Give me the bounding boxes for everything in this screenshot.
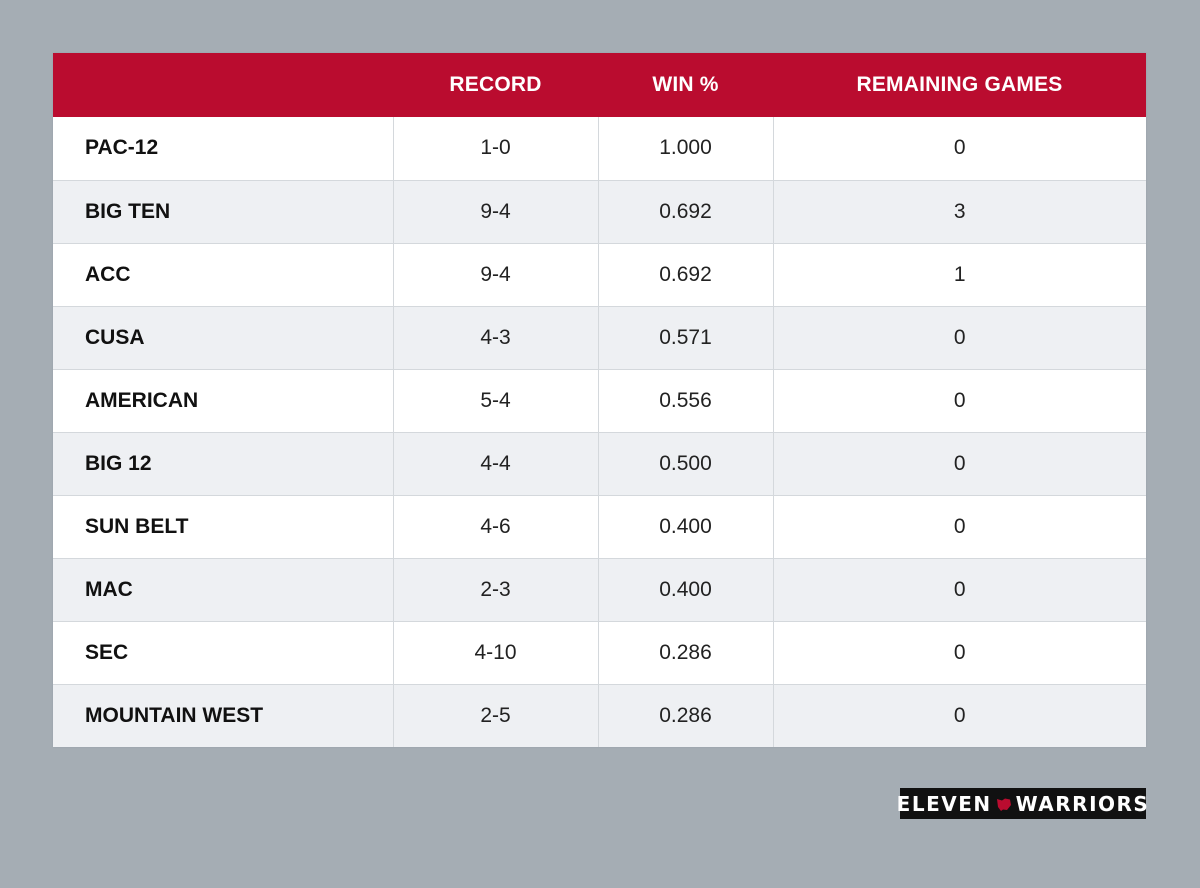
cell-conference: SUN BELT [53, 494, 393, 558]
cell-record: 9-4 [392, 242, 598, 306]
cell-remaining-games: 0 [772, 494, 1146, 558]
cell-conference: ACC [53, 242, 393, 306]
cell-win-pct: 0.692 [597, 179, 773, 243]
cell-conference: PAC-12 [85, 136, 159, 160]
cell-conference: MOUNTAIN WEST [53, 683, 393, 747]
cell-win-pct: 0.286 [597, 683, 773, 747]
table-row: SUN BELT 4-6 0.400 0 [53, 494, 1146, 558]
cell-record: 9-4 [392, 179, 598, 243]
cell-record: 4-3 [392, 305, 598, 369]
eleven-warriors-logo: ELEVEN WARRIORS [896, 788, 1148, 819]
cell-record: 4-10 [392, 620, 598, 684]
table-row: CUSA 4-3 0.571 0 [53, 305, 1146, 369]
cell-record: 2-5 [392, 683, 598, 747]
table-row: BIG TEN 9-4 0.692 3 [53, 179, 1146, 243]
cell-conference: SEC [53, 620, 393, 684]
header-record: RECORD [449, 73, 542, 96]
conference-standings-table: RECORD WIN % REMAINING GAMES PAC-12 1-0 1.… [53, 53, 1146, 747]
cell-conference: MAC [53, 557, 393, 621]
cell-remaining-games: 0 [772, 557, 1146, 621]
header-win-pct: WIN % [652, 73, 719, 96]
table-header: RECORD WIN % REMAINING GAMES [53, 53, 1146, 117]
cell-record: 4-6 [392, 494, 598, 558]
cell-win-pct: 0.400 [597, 494, 773, 558]
logo-text-left: ELEVEN [896, 791, 992, 816]
header-conference [53, 53, 393, 117]
cell-record: 1-0 [392, 117, 598, 180]
cell-conference: AMERICAN [53, 368, 393, 432]
cell-remaining-games: 0 [772, 683, 1146, 747]
ohio-state-outline-icon [996, 796, 1012, 812]
standings-table-wrapper: RECORD WIN % REMAINING GAMES PAC-12 1-0 1.… [53, 53, 1146, 747]
table-row: MOUNTAIN WEST 2-5 0.286 0 [53, 683, 1146, 747]
logo-text-right: WARRIORS [1015, 791, 1150, 816]
cell-remaining-games: 1 [772, 242, 1146, 306]
cell-record: 5-4 [392, 368, 598, 432]
cell-record: 4-4 [392, 431, 598, 495]
header-row: RECORD WIN % REMAINING GAMES [53, 53, 1146, 117]
cell-remaining-games: 0 [772, 368, 1146, 432]
table-row: PAC-12 1-0 1.000 0 [53, 117, 1146, 180]
table-row: MAC 2-3 0.400 0 [53, 557, 1146, 621]
cell-conference: BIG 12 [53, 431, 393, 495]
cell-remaining-games: 0 [772, 117, 1146, 180]
cell-win-pct: 0.556 [597, 368, 773, 432]
cell-conference: CUSA [53, 305, 393, 369]
cell-win-pct: 0.400 [597, 557, 773, 621]
cell-win-pct: 0.500 [597, 431, 773, 495]
header-remaining-games: REMAINING GAMES [856, 73, 1063, 96]
cell-remaining-games: 0 [772, 431, 1146, 495]
cell-remaining-games: 3 [772, 179, 1146, 243]
cell-conference: BIG TEN [53, 179, 393, 243]
cell-win-pct: 0.571 [597, 305, 773, 369]
cell-remaining-games: 0 [772, 305, 1146, 369]
table-row: BIG 12 4-4 0.500 0 [53, 431, 1146, 495]
cell-win-pct: 1.000 [597, 117, 773, 180]
cell-remaining-games: 0 [772, 620, 1146, 684]
cell-record: 2-3 [392, 557, 598, 621]
cell-win-pct: 0.692 [597, 242, 773, 306]
table-row: ACC 9-4 0.692 1 [53, 242, 1146, 306]
cell-win-pct: 0.286 [597, 620, 773, 684]
table-body: PAC-12 1-0 1.000 0 BIG TEN 9-4 0.692 3 ACC 9-4 0.6… [53, 117, 1146, 747]
table-row: SEC 4-10 0.286 0 [53, 620, 1146, 684]
table-row: AMERICAN 5-4 0.556 0 [53, 368, 1146, 432]
